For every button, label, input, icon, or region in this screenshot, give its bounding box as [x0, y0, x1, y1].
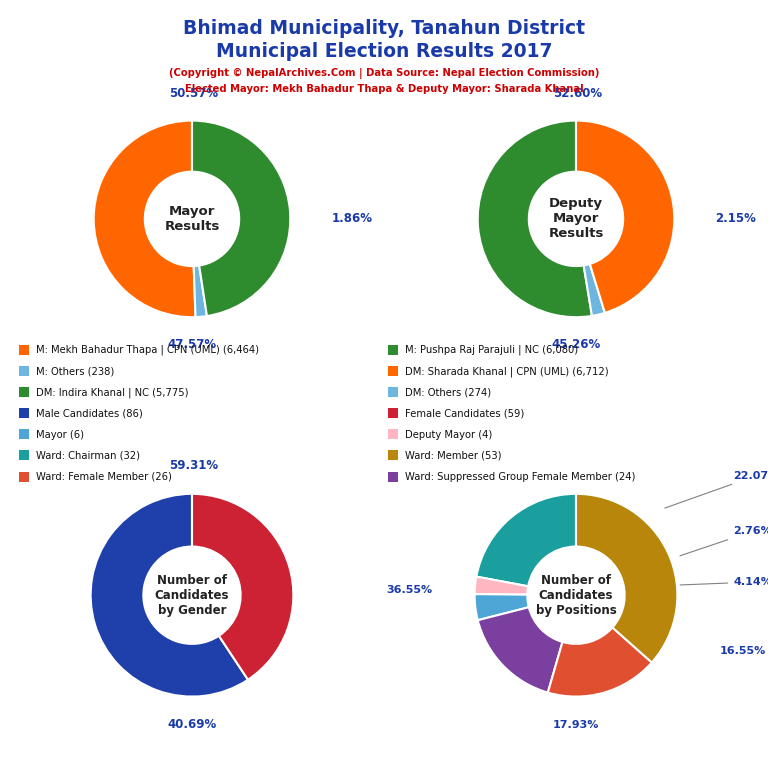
Text: 22.07%: 22.07% [665, 471, 768, 508]
Text: 40.69%: 40.69% [167, 718, 217, 731]
Text: 1.86%: 1.86% [332, 213, 372, 225]
Text: 52.60%: 52.60% [554, 87, 603, 100]
Text: Ward: Chairman (32): Ward: Chairman (32) [36, 451, 140, 461]
Text: DM: Others (274): DM: Others (274) [405, 387, 491, 398]
Wedge shape [475, 594, 529, 621]
Text: DM: Indira Khanal | NC (5,775): DM: Indira Khanal | NC (5,775) [36, 387, 189, 398]
Wedge shape [576, 121, 674, 313]
Text: Ward: Female Member (26): Ward: Female Member (26) [36, 472, 172, 482]
Text: Male Candidates (86): Male Candidates (86) [36, 409, 143, 419]
Wedge shape [94, 121, 196, 317]
Text: Bhimad Municipality, Tanahun District: Bhimad Municipality, Tanahun District [183, 19, 585, 38]
Text: Deputy Mayor (4): Deputy Mayor (4) [405, 429, 492, 440]
Text: Ward: Member (53): Ward: Member (53) [405, 451, 502, 461]
Text: (Copyright © NepalArchives.Com | Data Source: Nepal Election Commission): (Copyright © NepalArchives.Com | Data So… [169, 68, 599, 78]
Text: 36.55%: 36.55% [386, 585, 432, 595]
Text: M: Pushpa Raj Parajuli | NC (6,080): M: Pushpa Raj Parajuli | NC (6,080) [405, 345, 578, 356]
Text: Number of
Candidates
by Positions: Number of Candidates by Positions [535, 574, 617, 617]
Wedge shape [194, 266, 207, 317]
Text: Ward: Suppressed Group Female Member (24): Ward: Suppressed Group Female Member (24… [405, 472, 635, 482]
Text: DM: Sharada Khanal | CPN (UML) (6,712): DM: Sharada Khanal | CPN (UML) (6,712) [405, 366, 608, 376]
Text: Mayor
Results: Mayor Results [164, 205, 220, 233]
Wedge shape [478, 607, 562, 693]
Wedge shape [478, 121, 592, 317]
Text: 59.31%: 59.31% [170, 459, 219, 472]
Wedge shape [91, 494, 248, 697]
Wedge shape [192, 494, 293, 680]
Text: 17.93%: 17.93% [553, 720, 599, 730]
Text: Municipal Election Results 2017: Municipal Election Results 2017 [216, 42, 552, 61]
Text: Female Candidates (59): Female Candidates (59) [405, 409, 524, 419]
Text: 4.14%: 4.14% [680, 577, 768, 587]
Text: 16.55%: 16.55% [720, 646, 766, 656]
Text: 50.57%: 50.57% [170, 87, 219, 100]
Text: Mayor (6): Mayor (6) [36, 429, 84, 440]
Wedge shape [548, 627, 652, 697]
Wedge shape [576, 494, 677, 663]
Text: Deputy
Mayor
Results: Deputy Mayor Results [548, 197, 604, 240]
Text: 45.26%: 45.26% [551, 338, 601, 351]
Text: 2.15%: 2.15% [716, 213, 756, 225]
Wedge shape [584, 264, 605, 316]
Wedge shape [192, 121, 290, 316]
Text: M: Others (238): M: Others (238) [36, 366, 114, 376]
Wedge shape [475, 577, 528, 594]
Text: M: Mekh Bahadur Thapa | CPN (UML) (6,464): M: Mekh Bahadur Thapa | CPN (UML) (6,464… [36, 345, 259, 356]
Text: 47.57%: 47.57% [167, 338, 217, 351]
Text: 2.76%: 2.76% [680, 526, 768, 556]
Wedge shape [476, 494, 576, 586]
Text: Elected Mayor: Mekh Bahadur Thapa & Deputy Mayor: Sharada Khanal: Elected Mayor: Mekh Bahadur Thapa & Depu… [184, 84, 584, 94]
Text: Number of
Candidates
by Gender: Number of Candidates by Gender [154, 574, 230, 617]
